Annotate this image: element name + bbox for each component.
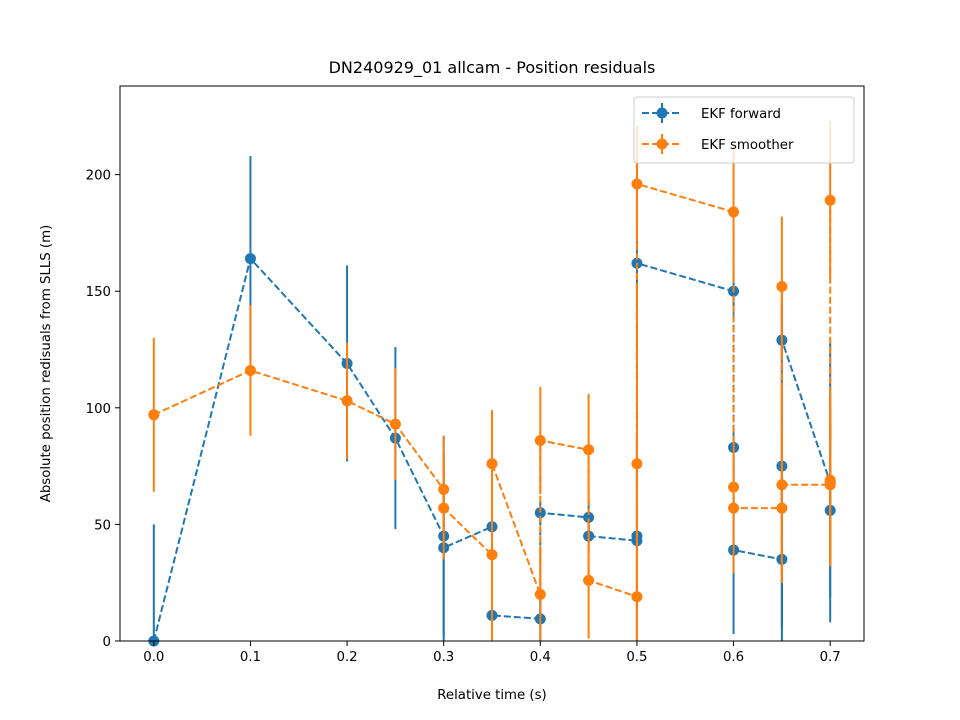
data-point: [244, 364, 256, 376]
data-point: [776, 502, 788, 514]
data-point: [728, 481, 740, 493]
x-tick-label: 0.6: [723, 650, 744, 665]
data-point: [148, 409, 160, 421]
y-axis-label: Absolute position redisuals from SLLS (m…: [39, 225, 54, 503]
data-point: [824, 474, 836, 486]
data-point: [438, 502, 450, 514]
y-tick-label: 0: [103, 635, 111, 650]
chart-title: DN240929_01 allcam - Position residuals: [329, 58, 656, 78]
y-tick-label: 200: [86, 169, 111, 184]
x-tick-label: 0.7: [820, 650, 841, 665]
data-point: [824, 194, 836, 206]
data-point: [728, 502, 740, 514]
data-point: [583, 444, 595, 456]
data-point: [534, 588, 546, 600]
axes-frame: [119, 85, 865, 642]
x-tick-label: 0.5: [626, 650, 647, 665]
y-tick-label: 150: [86, 285, 111, 300]
data-point: [389, 418, 401, 430]
data-point: [631, 591, 643, 603]
x-tick-label: 0.4: [530, 650, 551, 665]
data-point: [341, 395, 353, 407]
x-axis-label: Relative time (s): [437, 688, 546, 703]
legend-entries: EKF forward EKF smoother: [642, 103, 794, 154]
legend-marker: [656, 138, 668, 150]
x-axis: 0.0 0.1 0.2 0.3 0.4 0.5 0.6 0.7: [143, 641, 841, 665]
series-layer: [148, 120, 836, 647]
data-point: [486, 549, 498, 561]
data-point: [776, 479, 788, 491]
data-point: [438, 483, 450, 495]
data-point: [244, 253, 256, 265]
data-point: [583, 574, 595, 586]
data-point: [776, 281, 788, 293]
series-line: [153, 182, 832, 599]
x-tick-label: 0.1: [240, 650, 261, 665]
plot-area: [148, 120, 836, 647]
x-tick-label: 0.3: [433, 650, 454, 665]
data-point: [631, 458, 643, 470]
y-axis: 0 50 100 150 200: [86, 169, 120, 650]
legend: EKF forward EKF smoother: [633, 96, 855, 164]
legend-frame: [633, 96, 855, 164]
y-tick-label: 50: [94, 518, 111, 533]
data-point: [728, 206, 740, 218]
legend-label: EKF smoother: [701, 138, 794, 153]
data-point: [631, 178, 643, 190]
data-point: [534, 434, 546, 446]
y-tick-label: 100: [86, 402, 111, 417]
data-point: [583, 511, 595, 523]
x-tick-label: 0.2: [336, 650, 357, 665]
x-tick-label: 0.0: [143, 650, 164, 665]
data-point: [486, 458, 498, 470]
legend-label: EKF forward: [701, 107, 781, 122]
legend-marker: [656, 107, 668, 119]
